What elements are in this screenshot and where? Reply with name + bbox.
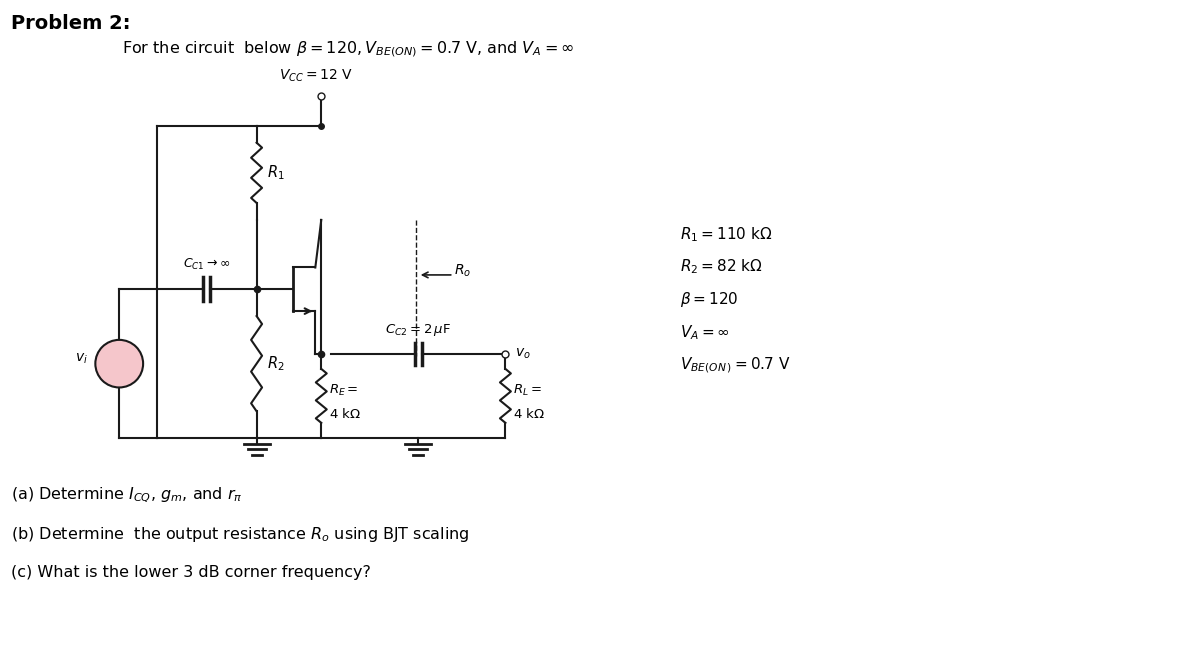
Text: $V_{CC} = 12$ V: $V_{CC} = 12$ V [280,67,353,84]
Text: (a) Determine $I_{CQ}$, $g_m$, and $r_{\pi}$: (a) Determine $I_{CQ}$, $g_m$, and $r_{\… [11,485,243,505]
Text: $4$ k$\Omega$: $4$ k$\Omega$ [330,407,362,421]
Text: $v_i$: $v_i$ [75,352,87,366]
Text: $4$ k$\Omega$: $4$ k$\Omega$ [513,407,545,421]
Circle shape [95,340,143,387]
Text: $R_2 = 82$ k$\Omega$: $R_2 = 82$ k$\Omega$ [679,258,763,276]
Text: $C_{C1} \rightarrow \infty$: $C_{C1} \rightarrow \infty$ [183,258,231,273]
Text: (b) Determine  the output resistance $R_o$ using BJT scaling: (b) Determine the output resistance $R_o… [11,525,469,545]
Text: Problem 2:: Problem 2: [11,14,130,32]
Text: $v_o$: $v_o$ [515,347,531,361]
Text: $V_A = \infty$: $V_A = \infty$ [679,323,729,342]
Text: $R_o$: $R_o$ [453,263,471,279]
Text: $\beta = 120$: $\beta = 120$ [679,290,738,310]
Text: For the circuit  below $\beta = 120, V_{BE(ON)} = 0.7$ V, and $V_A = \infty$: For the circuit below $\beta = 120, V_{B… [123,40,575,59]
Text: $R_2$: $R_2$ [267,354,284,373]
Text: $+$: $+$ [114,351,125,364]
Text: $C_{C2} = 2\,\mu$F: $C_{C2} = 2\,\mu$F [386,322,451,338]
Text: $V_{BE(ON\,)} = 0.7$ V: $V_{BE(ON\,)} = 0.7$ V [679,356,790,375]
Text: (c) What is the lower 3 dB corner frequency?: (c) What is the lower 3 dB corner freque… [11,565,370,580]
Text: $R_1$: $R_1$ [267,164,284,182]
Text: $R_E =$: $R_E =$ [330,384,359,398]
Text: $R_L =$: $R_L =$ [513,384,543,398]
Text: $R_1 = 110$ k$\Omega$: $R_1 = 110$ k$\Omega$ [679,225,772,243]
